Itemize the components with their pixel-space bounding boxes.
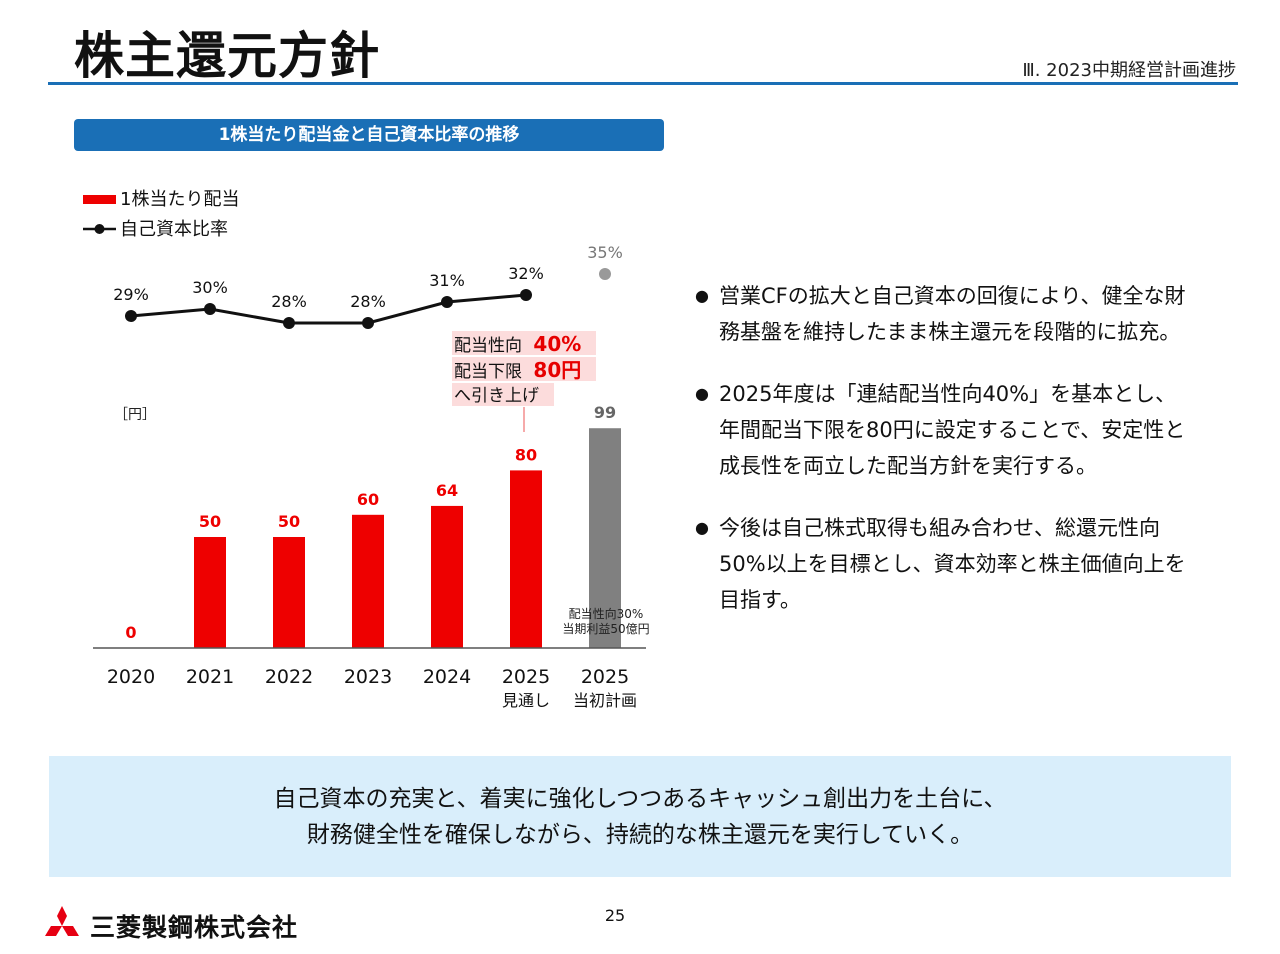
equity-ratio-label-0: 29% bbox=[113, 285, 149, 304]
dividend-label-0: 0 bbox=[125, 623, 136, 642]
bullet-1-line-1: 営業CFの拡大と自己資本の回復により、健全な財 bbox=[719, 284, 1186, 308]
callout-line2-value: 80円 bbox=[533, 358, 581, 382]
page-number: 25 bbox=[604, 906, 626, 925]
legend-line-marker bbox=[94, 224, 105, 234]
bullet-3-line-1: 今後は自己株式取得も組み合わせ、総還元性向 bbox=[719, 516, 1160, 540]
bullet-1: ● 営業CFの拡大と自己資本の回復により、健全な財 務基盤を維持したまま株主還元… bbox=[695, 278, 1240, 350]
dividend-bar-5 bbox=[510, 470, 542, 648]
callout-bg-line3 bbox=[452, 383, 554, 406]
x-tick-year-2: 2022 bbox=[265, 666, 313, 688]
equity-ratio-point-5 bbox=[520, 289, 532, 301]
dividend-label-3: 60 bbox=[357, 490, 379, 509]
dividend-label-6: 99 bbox=[594, 403, 616, 422]
x-tick-sub-6: 当初計画 bbox=[573, 691, 637, 710]
chart-header: 1株当たり配当金と自己資本比率の推移 bbox=[74, 119, 664, 151]
equity-ratio-label-4: 31% bbox=[429, 271, 465, 290]
dividend-equity-chart: 1株当たり配当 自己資本比率 ［円］ 0 50 50 60 64 80 99 2020 202… bbox=[83, 189, 650, 710]
page-title: 株主還元方針 bbox=[74, 27, 380, 85]
bullet-3: ● 今後は自己株式取得も組み合わせ、総還元性向 50%以上を目標とし、資本効率と… bbox=[695, 510, 1240, 618]
callout: 配当性向 40% 配当下限 80円 へ引き上げ bbox=[452, 331, 596, 406]
plan-note-line2: 当期利益50億円 bbox=[562, 622, 649, 636]
x-tick-year-3: 2023 bbox=[344, 666, 392, 688]
bullet-2-line-1: 2025年度は「連結配当性向40%」を基本とし、 bbox=[719, 382, 1177, 406]
legend-bar-label: 1株当たり配当 bbox=[120, 189, 239, 210]
x-tick-year-5: 2025 bbox=[502, 666, 550, 688]
equity-ratio-point-2 bbox=[283, 317, 295, 329]
equity-ratio-point-0 bbox=[125, 310, 137, 322]
x-tick-year-1: 2021 bbox=[186, 666, 234, 688]
dividend-label-5: 80 bbox=[515, 445, 537, 464]
dividend-label-1: 50 bbox=[199, 512, 221, 531]
equity-ratio-label-6: 35% bbox=[587, 243, 623, 262]
x-tick-year-6: 2025 bbox=[581, 666, 629, 688]
equity-ratio-label-3: 28% bbox=[350, 292, 386, 311]
callout-line1-value: 40% bbox=[533, 332, 581, 356]
dividend-bar-2 bbox=[273, 537, 305, 648]
plan-note-line1: 配当性向30% bbox=[569, 606, 644, 621]
bullet-2: ● 2025年度は「連結配当性向40%」を基本とし、 年間配当下限を80円に設定… bbox=[695, 376, 1240, 484]
bullet-dot-icon: ● bbox=[695, 384, 709, 403]
bullet-2-line-3: 成長性を両立した配当方針を実行する。 bbox=[719, 454, 1097, 478]
equity-ratio-point-1 bbox=[204, 303, 216, 315]
equity-ratio-point-6 bbox=[599, 268, 611, 280]
dividend-bar-6 bbox=[589, 428, 621, 648]
y-unit-label: ［円］ bbox=[114, 407, 156, 423]
summary-box: 自己資本の充実と、着実に強化しつつあるキャッシュ創出力を土台に、 財務健全性を確… bbox=[49, 756, 1231, 877]
company-logo: 三菱製鋼株式会社 bbox=[40, 904, 298, 948]
title-divider bbox=[48, 82, 1238, 85]
bullet-3-line-2: 50%以上を目標とし、資本効率と株主価値向上を bbox=[719, 552, 1186, 576]
callout-line2-text: 配当下限 bbox=[454, 362, 522, 382]
summary-line-2: 財務健全性を確保しながら、持続的な株主還元を実行していく。 bbox=[306, 821, 974, 848]
dividend-label-4: 64 bbox=[436, 481, 458, 500]
bullet-2-line-2: 年間配当下限を80円に設定することで、安定性と bbox=[719, 418, 1186, 442]
three-diamonds-icon bbox=[45, 906, 79, 936]
bullet-1-line-2: 務基盤を維持したまま株主還元を段階的に拡充。 bbox=[719, 320, 1181, 344]
callout-bg-line2 bbox=[452, 357, 596, 381]
x-tick-year-4: 2024 bbox=[423, 666, 471, 688]
legend-line-label: 自己資本比率 bbox=[120, 219, 228, 240]
bullet-list: ● 営業CFの拡大と自己資本の回復により、健全な財 務基盤を維持したまま株主還元… bbox=[695, 278, 1240, 644]
callout-line1: 配当性向 40% bbox=[454, 332, 581, 356]
dividend-label-2: 50 bbox=[278, 512, 300, 531]
company-name: 三菱製鋼株式会社 bbox=[90, 913, 299, 942]
equity-ratio-label-2: 28% bbox=[271, 292, 307, 311]
bullet-dot-icon: ● bbox=[695, 286, 709, 305]
bullet-dot-icon: ● bbox=[695, 518, 709, 537]
equity-ratio-point-3 bbox=[362, 317, 374, 329]
section-label: Ⅲ. 2023中期経営計画進捗 bbox=[1022, 60, 1236, 81]
equity-ratio-label-5: 32% bbox=[508, 264, 544, 283]
callout-line3: へ引き上げ bbox=[454, 386, 539, 406]
callout-line1-text: 配当性向 bbox=[454, 336, 522, 356]
dividend-bar-3 bbox=[352, 514, 384, 648]
dividend-bar-1 bbox=[194, 537, 226, 648]
callout-line2: 配当下限 80円 bbox=[454, 358, 581, 382]
bullet-3-line-3: 目指す。 bbox=[719, 588, 801, 612]
equity-ratio-label-1: 30% bbox=[192, 278, 228, 297]
dividend-bar-4 bbox=[431, 505, 463, 648]
legend-bar-swatch bbox=[83, 195, 116, 204]
equity-ratio-line bbox=[130, 293, 527, 325]
x-tick-year-0: 2020 bbox=[107, 666, 155, 688]
summary-line-1: 自己資本の充実と、着実に強化しつつあるキャッシュ創出力を土台に、 bbox=[273, 785, 1007, 812]
legend: 1株当たり配当 自己資本比率 bbox=[83, 189, 239, 240]
x-tick-sub-5: 見通し bbox=[502, 691, 550, 710]
callout-bg-line1 bbox=[452, 331, 596, 355]
equity-ratio-point-4 bbox=[441, 296, 453, 308]
